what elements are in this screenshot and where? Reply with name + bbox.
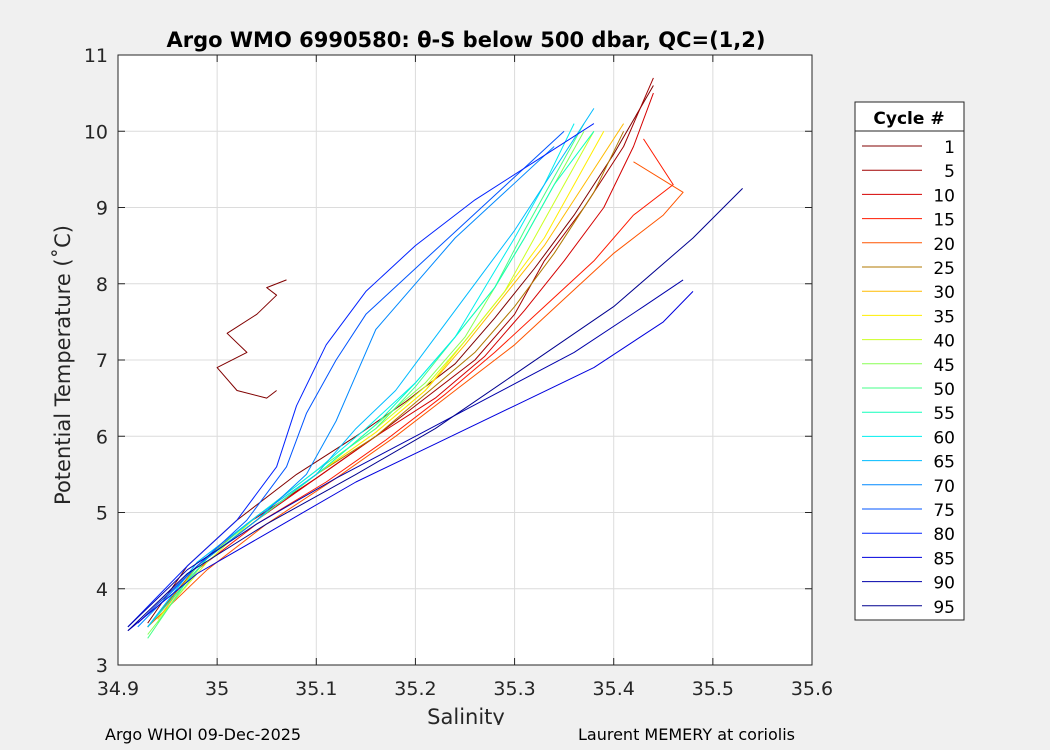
legend-entry: 65: [862, 453, 955, 473]
legend-label: 65: [933, 453, 955, 473]
series-line-cycle-80: [127, 123, 595, 628]
series-line-cycle-85: [127, 291, 694, 632]
x-axis-label: Salinity: [427, 705, 505, 725]
y-tick-label: 5: [96, 503, 108, 525]
legend-entry: 85: [862, 549, 955, 569]
legend-entry: 50: [862, 380, 955, 400]
legend-label: 95: [933, 598, 955, 618]
legend-entry: 30: [862, 283, 955, 303]
data-series: [127, 77, 743, 639]
series-line-cycle-65: [147, 108, 595, 628]
y-tick-label: 9: [96, 198, 108, 220]
axis-ticks: 34.9 35 35.1 35.2 35.3 35.4 35.5 35.6 3 4 5 6 7 8 9 10 1…: [84, 45, 833, 700]
series-line-cycle-95: [127, 188, 743, 632]
legend-entry: 55: [862, 404, 955, 424]
series-line-cycle-70: [137, 146, 555, 628]
y-tick-label: 7: [96, 350, 108, 372]
series-line-cycle-15: [147, 138, 674, 628]
legend-entry: 25: [862, 259, 955, 279]
y-tick-label: 4: [96, 579, 108, 601]
x-tick-label: 35.3: [493, 678, 535, 700]
series-line-cycle-1b: [216, 279, 287, 399]
legend-entry: 5: [862, 162, 955, 182]
legend-label: 5: [944, 162, 955, 182]
legend-label: 10: [933, 186, 955, 206]
legend-title: Cycle #: [873, 109, 944, 129]
legend-entry: 60: [862, 428, 955, 448]
footer-right-credit: Laurent MEMERY at coriolis: [578, 725, 795, 744]
legend-label: 40: [933, 332, 955, 352]
x-tick-label: 35: [205, 678, 229, 700]
y-tick-label: 10: [84, 121, 108, 143]
legend-label: 55: [933, 404, 955, 424]
legend-entry: 95: [862, 598, 955, 618]
x-tick-label: 35.4: [593, 678, 635, 700]
legend-entry: 35: [862, 307, 955, 327]
y-axis-label: Potential Temperature (˚C): [51, 225, 75, 505]
x-tick-label: 35.2: [394, 678, 436, 700]
x-tick-label: 35.1: [295, 678, 337, 700]
x-tick-label: 35.5: [692, 678, 734, 700]
theta-s-chart: 34.9 35 35.1 35.2 35.3 35.4 35.5 35.63456789101…: [51, 28, 965, 725]
legend-entry: 20: [862, 235, 955, 255]
y-tick-label: 8: [96, 274, 108, 296]
legend-entry: 10: [862, 186, 955, 206]
series-line-cycle-50: [147, 123, 585, 639]
y-tick-label: 6: [96, 426, 108, 448]
legend-label: 50: [933, 380, 955, 400]
legend-entry: 45: [862, 356, 955, 376]
legend: Cycle # 15101520253035404550556065707580…: [854, 101, 965, 621]
y-tick-label: 3: [96, 655, 108, 677]
legend-entry: 1: [862, 138, 955, 158]
legend-entry: 80: [862, 525, 955, 545]
x-tick-label: 35.6: [791, 678, 833, 700]
legend-entry: 70: [862, 477, 955, 497]
footer-left-credit: Argo WHOI 09-Dec-2025: [105, 725, 302, 744]
legend-label: 1: [944, 138, 955, 158]
legend-label: 20: [933, 235, 955, 255]
legend-label: 60: [933, 428, 955, 448]
legend-label: 70: [933, 477, 955, 497]
legend-label: 80: [933, 525, 955, 545]
series-line-cycle-75: [137, 130, 565, 624]
legend-label: 35: [933, 307, 955, 327]
legend-label: 45: [933, 356, 955, 376]
legend-label: 30: [933, 283, 955, 303]
legend-label: 90: [933, 574, 955, 594]
chart-title: Argo WMO 6990580: θ-S below 500 dbar, QC…: [167, 28, 766, 52]
series-line-cycle-40: [157, 131, 595, 620]
legend-label: 15: [933, 211, 955, 231]
y-tick-label: 11: [84, 45, 108, 67]
legend-entry: 40: [862, 332, 955, 352]
series-line-cycle-90: [127, 279, 684, 628]
legend-entry: 15: [862, 211, 955, 231]
legend-label: 25: [933, 259, 955, 279]
legend-label: 75: [933, 501, 955, 521]
series-line-cycle-20: [147, 161, 684, 628]
legend-entry: 90: [862, 574, 955, 594]
x-tick-label: 34.9: [97, 678, 139, 700]
legend-entry: 75: [862, 501, 955, 521]
legend-label: 85: [933, 549, 955, 569]
